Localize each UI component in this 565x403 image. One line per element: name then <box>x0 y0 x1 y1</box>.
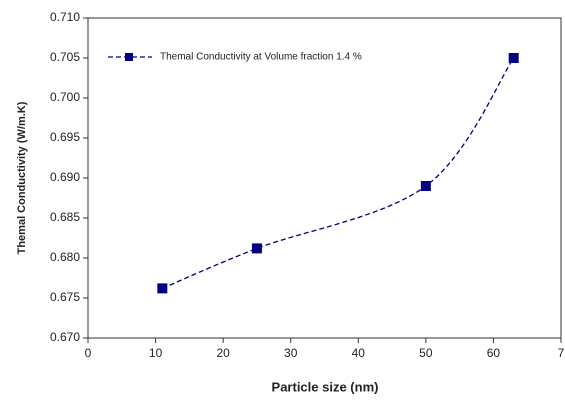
data-point <box>251 243 262 254</box>
y-tick-label: 0.695 <box>50 130 80 144</box>
x-axis-label: Particle size (nm) <box>272 379 379 394</box>
x-tick-label: 30 <box>284 346 298 360</box>
x-tick-label: 50 <box>419 346 433 360</box>
data-point <box>420 181 431 191</box>
y-tick-label: 0.685 <box>50 210 80 224</box>
series-line <box>162 57 515 289</box>
data-point <box>508 53 519 63</box>
y-tick-label: 0.690 <box>50 170 80 184</box>
y-tick-label: 0.670 <box>50 330 80 344</box>
x-tick-label: 10 <box>149 346 163 360</box>
x-tick-label: 40 <box>352 346 366 360</box>
y-tick-label: 0.700 <box>50 90 80 104</box>
x-tick-label: 0 <box>85 346 92 360</box>
x-tick-label: 7 <box>558 346 565 360</box>
y-tick-label: 0.705 <box>50 50 80 64</box>
y-axis-label: Themal Conductivity (W/m.K) <box>16 101 28 254</box>
data-point <box>157 283 168 294</box>
legend-label: Themal Conductivity at Volume fraction 1… <box>160 52 362 63</box>
y-tick-label: 0.675 <box>50 290 80 304</box>
y-tick-label: 0.680 <box>50 250 80 264</box>
x-tick-label: 60 <box>487 346 501 360</box>
x-tick-label: 20 <box>216 346 230 360</box>
legend-marker <box>125 53 133 61</box>
y-tick-label: 0.710 <box>50 10 80 24</box>
